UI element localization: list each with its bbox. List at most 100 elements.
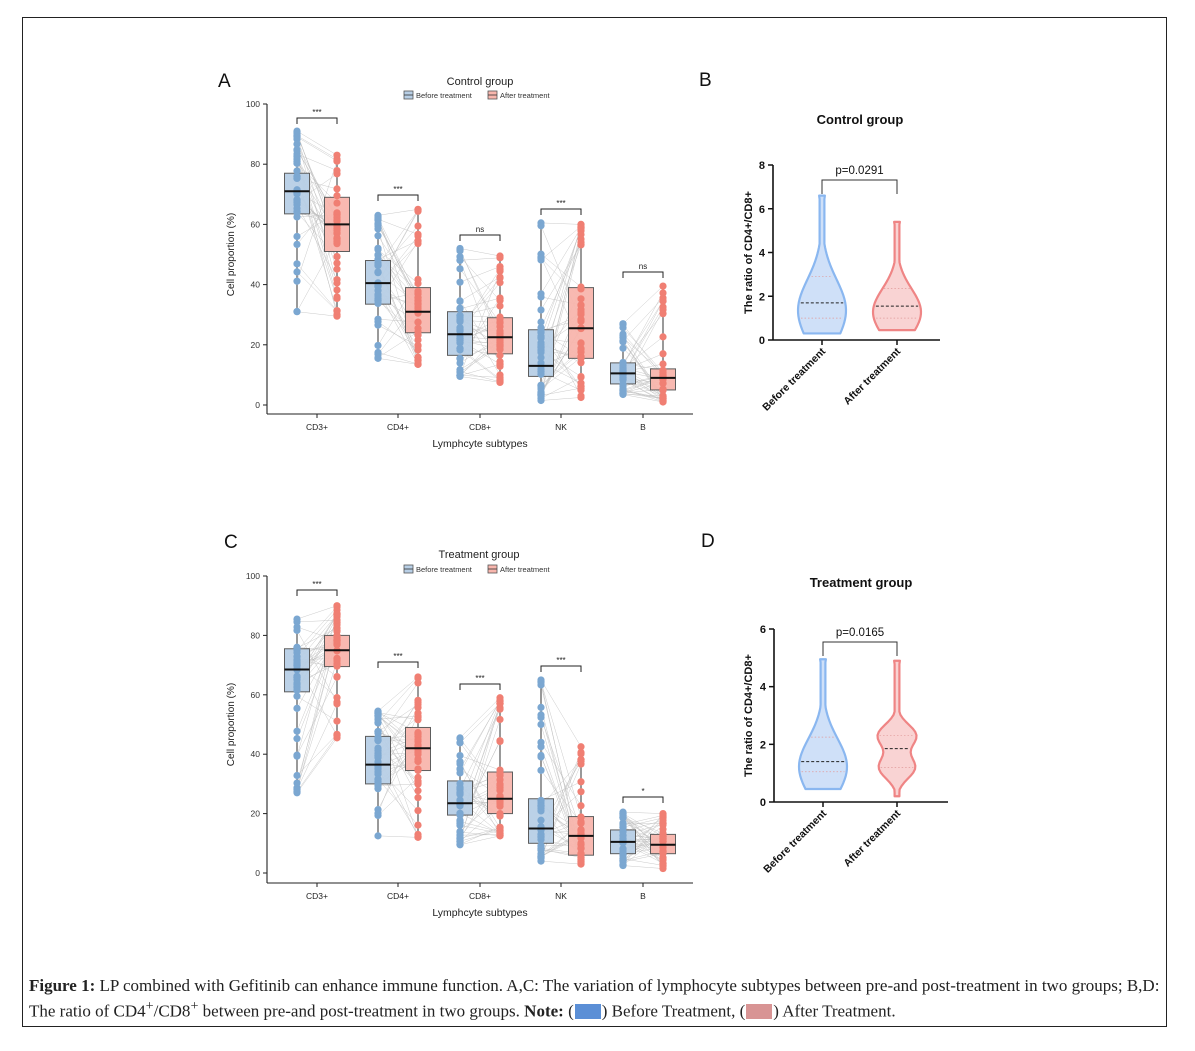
point-before bbox=[537, 323, 545, 332]
point-after bbox=[577, 308, 585, 316]
paired-line bbox=[296, 163, 338, 204]
significance-bracket bbox=[377, 661, 419, 668]
paired-line bbox=[296, 737, 338, 793]
significance-label: *** bbox=[312, 108, 321, 117]
paired-line bbox=[377, 722, 419, 798]
point-after bbox=[659, 289, 667, 297]
paired-line bbox=[377, 352, 419, 365]
paired-line bbox=[459, 276, 501, 302]
paired-line bbox=[377, 712, 419, 721]
paired-line bbox=[540, 244, 582, 311]
paired-line bbox=[459, 266, 501, 283]
point-after bbox=[577, 392, 585, 400]
y-tick-label: 100 bbox=[246, 99, 260, 109]
point-before bbox=[619, 813, 627, 822]
before-treatment-swatch bbox=[574, 1003, 601, 1019]
paired-line bbox=[377, 678, 419, 723]
point-before bbox=[619, 337, 627, 345]
x-axis-label: Lymphcyte subtypes bbox=[432, 438, 527, 450]
paired-line bbox=[296, 135, 338, 160]
point-before bbox=[293, 704, 301, 712]
significance-label: ns bbox=[476, 225, 484, 234]
point-before bbox=[293, 174, 301, 183]
point-before bbox=[456, 326, 464, 334]
x-tick-label: CD8+ bbox=[469, 422, 491, 432]
point-after bbox=[496, 769, 504, 777]
point-before bbox=[374, 809, 382, 817]
point-before bbox=[293, 159, 301, 167]
significance-bracket bbox=[459, 234, 501, 241]
point-after bbox=[333, 662, 341, 670]
x-tick-label: CD3+ bbox=[306, 422, 328, 432]
paired-line bbox=[622, 815, 664, 825]
paired-line bbox=[459, 371, 501, 382]
panel-D: D Treatment group 0 2 4 6 The ratio of CD4+/CD… bbox=[701, 531, 948, 876]
violin-after bbox=[876, 659, 918, 798]
paired-line bbox=[296, 153, 338, 171]
point-before bbox=[619, 376, 627, 384]
point-after bbox=[333, 286, 341, 294]
point-before bbox=[374, 321, 382, 329]
point-after bbox=[577, 750, 585, 758]
point-after bbox=[659, 829, 667, 837]
point-after bbox=[577, 743, 585, 751]
paired-line bbox=[540, 848, 582, 858]
y-tick-label: 4 bbox=[760, 682, 767, 694]
legend: Before treatment After treatment bbox=[403, 564, 551, 574]
point-before bbox=[537, 802, 545, 810]
point-after bbox=[659, 861, 667, 869]
paired-line bbox=[296, 677, 338, 756]
paired-line bbox=[459, 248, 501, 257]
paired-line bbox=[377, 298, 419, 346]
paired-line bbox=[622, 327, 664, 373]
point-before bbox=[374, 736, 382, 744]
point-before bbox=[374, 775, 382, 784]
caption-note-label: Note: bbox=[524, 1001, 564, 1021]
significance-bracket bbox=[459, 683, 501, 690]
point-after bbox=[414, 832, 422, 841]
x-tick-label: B bbox=[640, 422, 646, 432]
paired-line bbox=[459, 763, 501, 829]
caption-sup: + bbox=[145, 998, 154, 1014]
paired-line bbox=[377, 218, 419, 235]
point-after bbox=[414, 294, 422, 302]
point-before bbox=[293, 240, 301, 248]
point-before bbox=[293, 653, 301, 661]
after-treatment-swatch bbox=[746, 1003, 773, 1019]
paired-line bbox=[459, 364, 501, 376]
point-after bbox=[577, 373, 585, 381]
chart-title: Control group bbox=[817, 112, 904, 127]
point-after bbox=[659, 360, 667, 368]
paired-line bbox=[622, 300, 664, 364]
point-before bbox=[293, 779, 301, 787]
point-before bbox=[619, 855, 627, 863]
point-before bbox=[456, 246, 464, 254]
point-before bbox=[374, 246, 382, 254]
significance-bracket bbox=[540, 665, 582, 672]
panel-B: B Control group 0 2 4 6 8 The ratio of CD4+/CD8… bbox=[699, 70, 940, 414]
point-before bbox=[456, 758, 464, 766]
y-tick-label: 60 bbox=[251, 219, 261, 229]
point-after bbox=[333, 700, 341, 708]
paired-line bbox=[622, 815, 664, 867]
point-before bbox=[293, 686, 301, 694]
y-tick-label: 6 bbox=[759, 204, 765, 216]
panel-letter: B bbox=[699, 70, 712, 91]
y-tick-label: 4 bbox=[759, 248, 766, 260]
chart-title: Treatment group bbox=[810, 575, 913, 590]
paired-line bbox=[459, 835, 501, 846]
point-after bbox=[333, 192, 341, 200]
point-before bbox=[374, 353, 382, 362]
figure-caption: Figure 1: LP combined with Gefitinib can… bbox=[29, 975, 1164, 1022]
paired-line bbox=[296, 660, 338, 789]
point-after bbox=[414, 207, 422, 215]
point-before bbox=[537, 381, 545, 389]
point-before bbox=[456, 278, 464, 286]
point-before bbox=[537, 341, 545, 349]
point-after bbox=[414, 222, 422, 230]
point-before bbox=[293, 167, 301, 175]
point-after bbox=[659, 333, 667, 341]
point-after bbox=[577, 339, 585, 347]
point-after bbox=[577, 819, 585, 827]
